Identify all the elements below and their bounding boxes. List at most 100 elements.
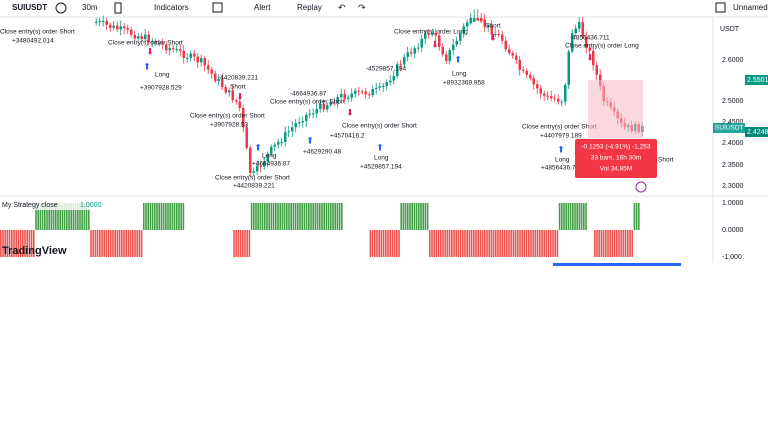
candle-body [186,57,189,59]
candle-body [343,93,346,99]
histogram-bar [477,230,479,257]
candle-body [438,35,441,47]
histogram-bar [68,203,70,230]
histogram-bar [565,203,567,230]
histogram-bar [55,203,57,230]
candle-body [515,55,518,60]
histogram-bar [440,230,442,257]
histogram-bar [143,203,145,230]
event-icon[interactable] [635,181,647,193]
candle-body [144,34,147,40]
candle-body [98,21,101,23]
histogram-bar [464,230,466,257]
candle-body [322,103,325,110]
histogram-bar [400,203,402,230]
candle-body [301,121,304,123]
histogram-bar [409,203,411,230]
histogram-bar [389,230,391,257]
histogram-bar [539,230,541,257]
chart-pane: ⬆⬆⬆⬆⬆⬆⬇⬇⬇⬇⬇⬇Close entry(s) order Short+3… [0,8,674,190]
annotation: Close entry(s) order Short [190,113,265,120]
histogram-bar [61,203,64,230]
candle-body [385,82,388,86]
interval[interactable]: 30m [82,3,98,12]
redo: ↷ [358,2,366,12]
undo[interactable]: ↶ [338,2,346,12]
histogram-bar [376,230,378,257]
annotation: +3907928.529 [140,85,182,92]
price-tag-high-text: 2.5501 [747,77,768,84]
histogram-bar [283,203,286,230]
measure-change: -0.1253 (-4.91%) -1,253 [581,144,650,151]
histogram-bar [261,203,264,230]
candle-body [256,165,259,172]
histogram-bar [277,203,279,230]
candle-body [140,36,143,40]
histogram-bar [380,230,383,257]
candle-body [539,88,542,94]
histogram-bar [451,230,453,257]
histogram-bar [63,203,66,230]
histogram-bar [475,230,477,257]
histogram-bar [242,230,244,257]
histogram-bar [90,230,92,257]
candle-body [529,74,532,79]
histogram-bar [83,203,86,230]
candle-body [487,25,490,27]
candle-body [445,54,448,62]
templates[interactable] [212,2,223,13]
layout-name[interactable]: Unnamed [733,3,768,12]
histogram-bar [510,230,512,257]
candle-body [424,33,427,39]
indicators-button[interactable]: Indicators [154,3,189,12]
replay-button[interactable]: Replay [297,3,322,12]
price-label: 2.6000 [722,57,744,64]
histogram-bar [160,203,163,230]
histogram-bar [44,203,46,230]
price-label: 2.3000 [722,183,744,190]
candle-body [560,101,563,103]
candle-body [364,91,367,95]
histogram-bar [572,203,574,230]
candle-body [406,52,409,58]
candle-body [361,91,364,93]
histogram-bar [404,203,407,230]
histogram-bar [583,203,585,230]
histogram-bar [107,230,110,257]
trade-marker: ⬇ [346,107,354,117]
logo[interactable]: TradingView [2,245,67,257]
histogram-bar [341,203,343,230]
chart-type[interactable] [114,2,122,14]
histogram-bar [264,203,266,230]
histogram-bar [19,230,22,257]
histogram-bar [435,230,438,257]
alert-button[interactable]: Alert [254,3,271,12]
histogram-bar [561,203,563,230]
histogram-bar [457,230,460,257]
indicator-name[interactable]: My Strategy close [2,202,58,209]
histogram-bar [554,230,556,257]
candle-body [137,36,140,39]
candle-body [452,44,455,50]
candle-body [203,58,206,66]
histogram-bar [578,203,581,230]
histogram-bar [536,230,539,257]
histogram-bar [635,203,638,230]
candle-body [434,32,437,36]
histogram-bar [28,230,31,257]
histogram-bar [495,230,497,257]
histogram-bar [459,230,462,257]
histogram-bar [158,203,160,230]
histogram-bar [624,230,627,257]
histogram-bar [481,230,484,257]
histogram-bar [149,203,152,230]
annotation: +4420839.221 [233,183,275,190]
histogram-bar [123,230,125,257]
add-symbol[interactable] [55,2,67,14]
candle-body [473,18,476,22]
layout-icon[interactable] [715,2,726,13]
indicator-legend-bg [0,200,100,210]
symbol[interactable]: SUIUSDT [12,3,47,12]
histogram-bar [253,203,255,230]
histogram-bar [466,230,468,257]
